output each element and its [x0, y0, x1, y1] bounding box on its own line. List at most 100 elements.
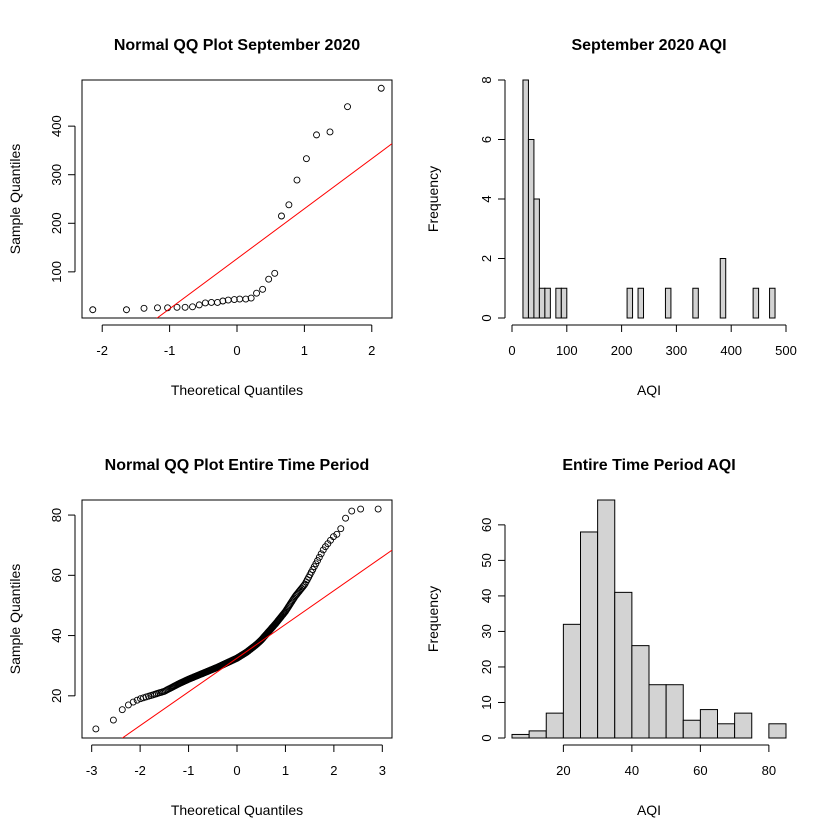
qq-point	[313, 131, 320, 139]
x-tick-label: 200	[611, 343, 633, 358]
x-tick-label: 40	[625, 763, 639, 778]
x-tick-label: 20	[556, 763, 570, 778]
plot-frame	[81, 79, 393, 319]
y-axis-label: Sample Quantiles	[7, 144, 23, 255]
qq-point	[300, 582, 308, 590]
qq-point	[242, 295, 250, 303]
y-tick-label: 0	[479, 734, 494, 741]
qq-point	[377, 84, 385, 92]
y-tick-label: 4	[479, 195, 494, 202]
qq-point	[92, 725, 100, 733]
x-tick-label: 2	[330, 763, 337, 778]
histogram-bar	[528, 730, 547, 739]
plot-frame	[81, 499, 393, 739]
chart-title: Normal QQ Plot September 2020	[114, 37, 360, 54]
qq-point	[333, 530, 341, 538]
histogram-bar	[560, 287, 568, 319]
qq-point	[374, 505, 382, 513]
qq-point	[154, 304, 161, 312]
x-axis-label: Theoretical Quantiles	[171, 382, 303, 398]
histogram-bar	[637, 287, 645, 319]
qq-point	[207, 299, 215, 306]
histogram-bar	[631, 645, 650, 739]
qq-reference-line	[156, 143, 392, 318]
qq-point	[173, 303, 181, 311]
histogram-bar	[626, 287, 634, 319]
histogram-bar	[769, 287, 776, 319]
histogram-bar	[580, 531, 599, 739]
histogram-bar	[699, 709, 718, 739]
histogram-bar	[614, 591, 633, 739]
qq-point	[109, 716, 117, 724]
qq-point	[189, 303, 196, 311]
x-tick-label: 300	[666, 343, 688, 358]
qq-point	[181, 303, 189, 311]
histogram-bar	[734, 712, 753, 739]
x-axis-label: AQI	[637, 382, 661, 398]
x-tick-label: 60	[693, 763, 707, 778]
x-tick-label: -2	[96, 343, 108, 358]
y-tick-label: 400	[49, 115, 64, 137]
qq-point	[265, 275, 273, 283]
qq-point	[342, 514, 350, 522]
qq-point	[348, 507, 356, 515]
y-tick-label: 80	[49, 508, 64, 522]
qq-point	[140, 304, 148, 312]
y-axis-label: Frequency	[425, 586, 441, 652]
qq-point	[201, 299, 209, 307]
qq-point	[337, 525, 345, 533]
qq-point	[133, 696, 141, 704]
histogram-bar	[522, 79, 529, 319]
histogram-bar	[555, 287, 562, 319]
y-tick-label: 40	[479, 589, 494, 603]
x-axis-label: AQI	[637, 802, 661, 818]
histogram-bar	[768, 723, 787, 739]
qq-point	[285, 201, 293, 209]
histogram-bar	[648, 684, 667, 739]
y-tick-label: 30	[479, 624, 494, 638]
histogram-bar	[544, 287, 551, 319]
histogram-bar	[538, 287, 546, 319]
qq-point	[278, 212, 285, 220]
qq-point	[357, 505, 365, 513]
histogram-entire-period: Entire Time Period AQI AQI Frequency 20 40 60…	[425, 457, 787, 818]
histogram-bar	[527, 139, 535, 319]
histogram-bar	[692, 287, 699, 319]
y-tick-label: 60	[49, 568, 64, 582]
x-tick-label: -3	[86, 763, 98, 778]
histogram-bar	[665, 684, 684, 739]
qq-plot-september-2020: Normal QQ Plot September 2020 Theoretical…	[7, 37, 393, 398]
histogram-bar	[682, 719, 701, 739]
qq-point	[123, 306, 130, 314]
qq-point	[302, 155, 310, 163]
x-tick-label: -1	[183, 763, 195, 778]
x-tick-label: -2	[134, 763, 146, 778]
y-tick-label: 10	[479, 695, 494, 709]
qq-point	[259, 285, 267, 293]
y-tick-label: 8	[479, 76, 494, 83]
qq-point	[344, 103, 351, 111]
histogram-bar	[562, 623, 581, 739]
y-tick-label: 2	[479, 255, 494, 262]
x-tick-label: 0	[233, 343, 240, 358]
x-tick-label: 1	[282, 763, 289, 778]
x-tick-label: 3	[379, 763, 386, 778]
x-tick-label: 100	[556, 343, 578, 358]
histogram-bar	[664, 287, 672, 319]
x-axis-label: Theoretical Quantiles	[171, 802, 303, 818]
qq-point	[247, 294, 255, 302]
y-tick-label: 100	[49, 261, 64, 283]
x-tick-label: -1	[164, 343, 176, 358]
histogram-bar	[545, 712, 564, 739]
chart-title: Entire Time Period AQI	[562, 457, 735, 474]
qq-reference-line	[121, 549, 392, 738]
qq-point	[253, 289, 260, 297]
histogram-bar	[533, 198, 540, 319]
x-tick-label: 500	[775, 343, 797, 358]
y-tick-label: 200	[49, 212, 64, 234]
y-tick-label: 20	[479, 660, 494, 674]
y-axis-label: Frequency	[425, 166, 441, 232]
histogram-bar	[597, 499, 616, 739]
x-tick-label: 2	[368, 343, 375, 358]
